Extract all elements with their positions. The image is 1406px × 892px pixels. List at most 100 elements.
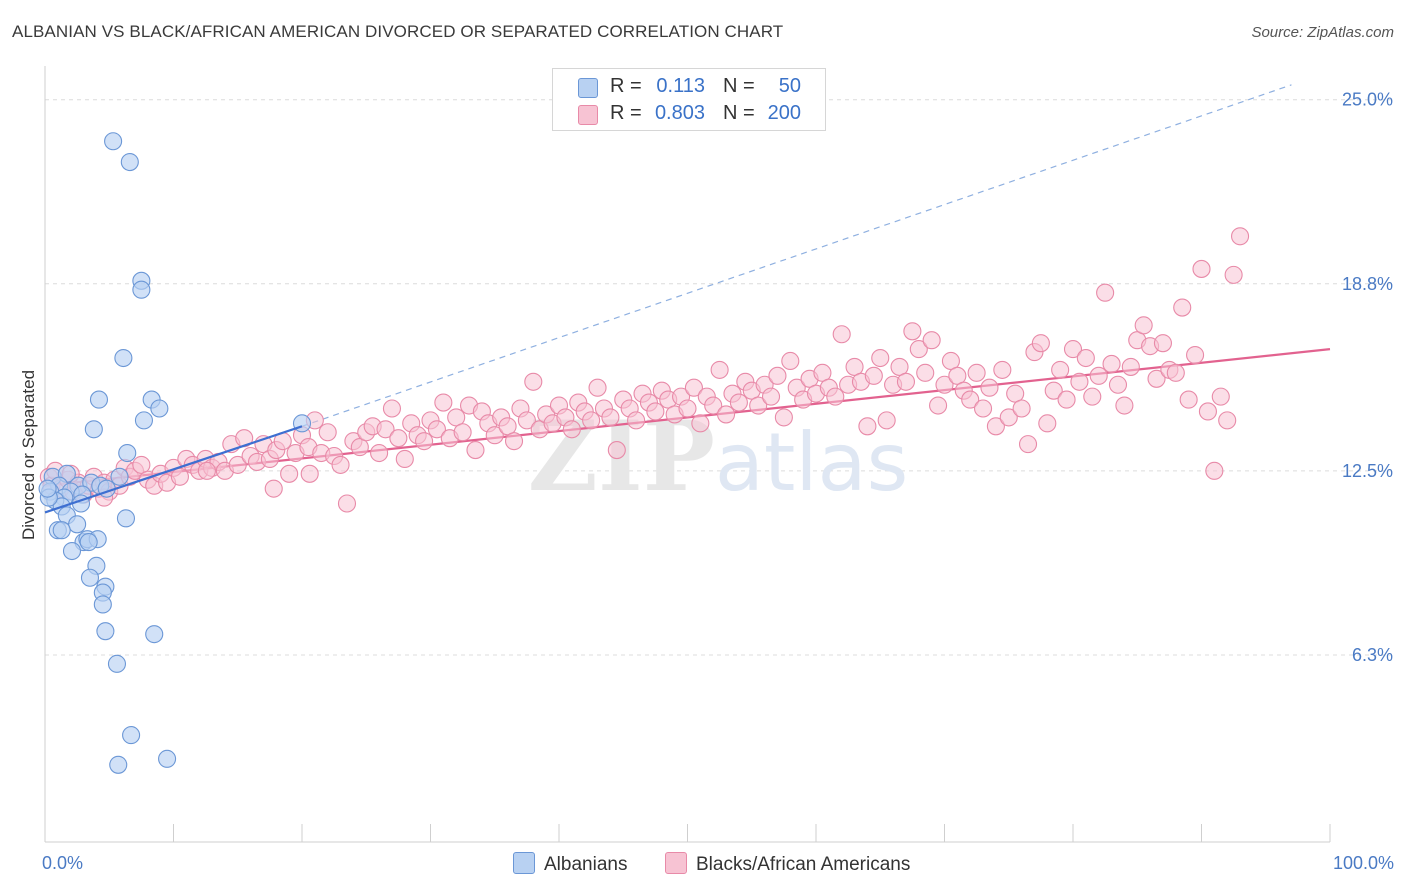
bottom-legend-label-blacks: Blacks/African Americans [696, 854, 911, 875]
albanian-point [132, 280, 151, 299]
black-african-american-point [607, 441, 626, 460]
albanian-point [150, 399, 169, 418]
albanian-point [68, 515, 87, 534]
legend-r-label: R = [610, 75, 642, 97]
black-african-american-point [300, 464, 319, 483]
legend-n-value: 50 [778, 75, 801, 97]
black-african-american-point [1070, 372, 1089, 391]
black-african-american-point [562, 420, 581, 439]
black-african-american-point [1218, 411, 1237, 430]
albanian-point [120, 152, 139, 172]
black-african-american-point [337, 494, 357, 513]
albanian-point [104, 132, 123, 151]
tick-labels: 6.3% 12.5% 18.8% 25.0% 0.0% 100.0% [42, 90, 1394, 873]
albanian-point [109, 755, 128, 774]
legend-swatch-blacks [578, 105, 598, 125]
black-african-american-point [1192, 259, 1211, 278]
black-african-american-point [691, 414, 710, 433]
chart-title: ALBANIAN VS BLACK/AFRICAN AMERICAN DIVOR… [12, 22, 784, 41]
black-african-american-point [389, 429, 408, 448]
black-african-american-point [1147, 369, 1166, 388]
albanian-point [52, 521, 71, 540]
albanian-point [116, 509, 136, 528]
black-african-american-point [1224, 265, 1243, 284]
black-african-american-point [935, 375, 954, 394]
black-african-american-point [1205, 461, 1224, 480]
black-african-american-point [774, 408, 793, 427]
black-african-american-point [485, 426, 504, 445]
chart-source: Source: ZipAtlas.com [1251, 24, 1394, 41]
y-tick-label: 12.5% [1342, 461, 1393, 481]
albanian-point [62, 541, 82, 561]
black-african-american-point [1108, 375, 1128, 394]
axes [44, 66, 1331, 843]
black-african-american-point [973, 399, 993, 418]
black-african-american-point [395, 449, 414, 469]
albanian-point [84, 420, 103, 439]
albanian-point [158, 749, 177, 768]
black-african-american-point [961, 390, 980, 409]
albanian-point [38, 479, 57, 498]
black-african-american-point [264, 479, 283, 498]
black-african-american-point [1166, 363, 1185, 382]
black-african-american-point [382, 399, 402, 418]
bottom-legend-label-albanians: Albanians [544, 854, 628, 875]
black-african-american-point [749, 396, 768, 415]
albanian-point [96, 622, 115, 641]
legend-n-label: N = [723, 102, 755, 124]
black-african-american-point [453, 423, 472, 442]
black-african-american-point [896, 372, 916, 391]
albanian-point [89, 390, 109, 409]
y-axis-label: Divorced or Separated [19, 370, 38, 540]
albanian-point [80, 568, 100, 587]
black-african-american-point [370, 443, 389, 463]
black-african-american-point [903, 322, 922, 341]
bottom-legend-swatch-blacks [665, 852, 687, 874]
albanian-point [114, 348, 133, 368]
black-african-american-point [877, 411, 896, 430]
black-african-american-point [986, 417, 1005, 436]
watermark-atlas: atlas [715, 416, 908, 509]
black-african-american-point [684, 378, 703, 397]
black-african-american-point [826, 387, 845, 406]
black-african-american-point [517, 411, 536, 430]
black-african-american-point [1096, 283, 1115, 302]
black-african-american-point [729, 393, 748, 412]
y-tick-label: 6.3% [1352, 645, 1393, 665]
black-african-american-point [376, 420, 395, 439]
albanian-point [122, 726, 141, 745]
black-african-american-point [1134, 316, 1153, 335]
black-african-american-point [922, 331, 941, 350]
black-african-american-point [1044, 381, 1063, 400]
black-african-american-point [524, 372, 543, 391]
black-african-american-point [761, 387, 781, 406]
black-african-american-point [1173, 298, 1192, 317]
bottom-legend-swatch-albanians [513, 852, 535, 874]
black-african-american-point [980, 378, 999, 397]
black-african-american-point [1076, 348, 1095, 368]
legend-n-label: N = [723, 75, 755, 97]
black-african-american-point [504, 432, 524, 451]
black-african-american-point [1179, 390, 1198, 409]
albanian-point [134, 411, 153, 430]
black-african-american-point [646, 402, 665, 421]
black-african-american-point [999, 408, 1018, 427]
albanian-point [93, 595, 112, 614]
legend-r-value: 0.113 [656, 75, 705, 97]
albanians-trend-line [44, 425, 303, 514]
bottom-legend-albanians: Albanians [513, 852, 627, 876]
data-points [38, 132, 1250, 774]
black-african-american-point [1089, 366, 1108, 385]
bottom-legend-blacks: Blacks/African Americans [665, 852, 910, 876]
black-african-american-point [1051, 360, 1070, 379]
black-african-american-point [1083, 387, 1102, 406]
black-african-american-point [588, 378, 607, 397]
black-african-american-point [1018, 435, 1038, 454]
black-african-american-point [768, 366, 787, 385]
y-tick-label: 25.0% [1342, 90, 1393, 110]
black-african-american-point [1057, 390, 1076, 409]
black-african-american-point [929, 396, 948, 415]
black-african-american-point [832, 325, 851, 344]
legend-swatch-albanians [578, 78, 598, 98]
black-african-american-point [228, 455, 247, 474]
